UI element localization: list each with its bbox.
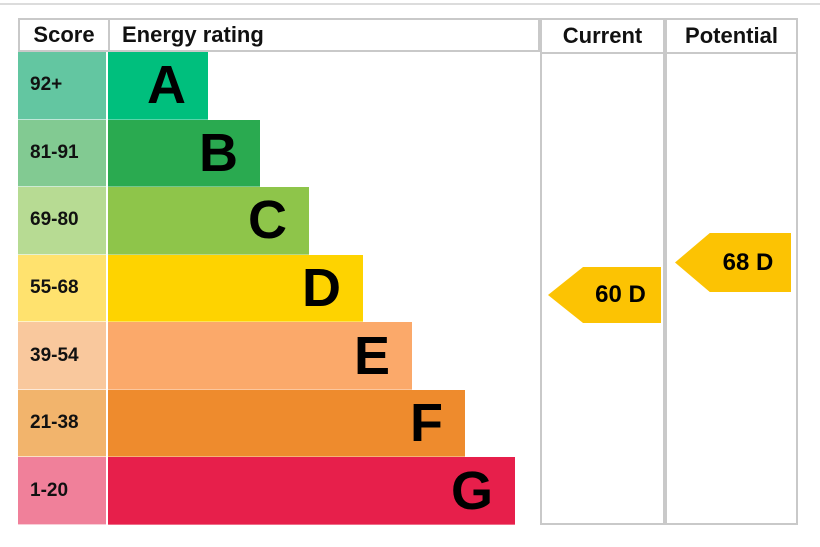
bar-track-a: A	[108, 52, 540, 120]
energy-rating-column-header: Energy rating	[122, 22, 264, 47]
band-row-a: 92+ A	[18, 52, 540, 120]
band-letter-d: D	[302, 258, 341, 319]
band-bar-e: E	[108, 322, 412, 390]
potential-rating-label: 68 D	[722, 248, 774, 276]
header-column-divider	[108, 20, 110, 50]
bar-track-e: E	[108, 322, 540, 390]
current-column-header: Current	[542, 20, 663, 54]
score-range-d: 55-68	[18, 254, 106, 323]
score-range-a: 92+	[18, 52, 106, 120]
score-range-f: 21-38	[18, 389, 106, 458]
band-bar-d: D	[108, 254, 363, 323]
band-row-c: 69-80 C	[18, 187, 540, 255]
score-range-c: 69-80	[18, 187, 106, 255]
band-rows: 92+ A 81-91 B 69-80 C 55-68 D 39-54 E 21-38 F 1-20 G	[18, 52, 540, 526]
band-bar-a: A	[108, 52, 208, 120]
bar-track-d: D	[108, 254, 540, 323]
score-column-header: Score	[33, 22, 95, 47]
table-header-row: Score Energy rating	[18, 18, 540, 52]
band-row-e: 39-54 E	[18, 322, 540, 390]
band-letter-e: E	[353, 325, 390, 386]
band-bar-g: G	[108, 457, 515, 526]
bar-track-g: G	[108, 457, 540, 526]
band-bar-c: C	[108, 187, 309, 255]
bar-track-f: F	[108, 389, 540, 458]
band-letter-a: A	[147, 55, 186, 116]
band-letter-b: B	[199, 122, 238, 183]
score-range-b: 81-91	[18, 119, 106, 188]
band-row-b: 81-91 B	[18, 119, 540, 188]
band-letter-f: F	[410, 393, 443, 454]
band-bar-b: B	[108, 119, 260, 188]
bar-track-c: C	[108, 187, 540, 255]
potential-column-header: Potential	[667, 20, 796, 54]
score-range-g: 1-20	[18, 457, 106, 526]
band-row-f: 21-38 F	[18, 389, 540, 458]
current-rating-label: 60 D	[595, 281, 646, 308]
band-row-g: 1-20 G	[18, 457, 540, 526]
band-bar-f: F	[108, 389, 465, 458]
bar-track-b: B	[108, 119, 540, 188]
top-divider-line	[0, 3, 820, 5]
band-letter-c: C	[248, 190, 287, 251]
band-letter-g: G	[450, 460, 493, 521]
band-row-d: 55-68 D	[18, 254, 540, 323]
score-range-e: 39-54	[18, 322, 106, 390]
